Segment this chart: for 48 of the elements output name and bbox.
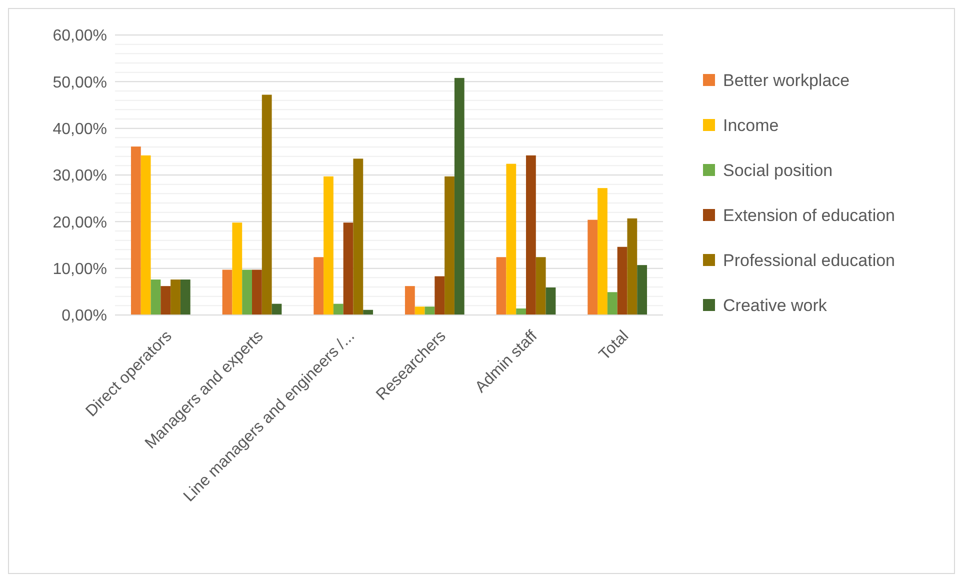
bar bbox=[404, 286, 415, 315]
bar bbox=[506, 164, 516, 315]
bar bbox=[140, 155, 151, 315]
y-tick-label: 20,00% bbox=[52, 214, 107, 232]
bar bbox=[252, 270, 262, 315]
legend-label: Social position bbox=[723, 160, 833, 180]
y-tick-label: 60,00% bbox=[52, 28, 107, 45]
legend-label: Professional education bbox=[723, 250, 896, 270]
bar bbox=[516, 308, 526, 315]
bar bbox=[333, 304, 344, 315]
bar bbox=[536, 257, 546, 315]
bar bbox=[496, 257, 506, 315]
y-tick-label: 40,00% bbox=[52, 120, 107, 138]
bar bbox=[454, 78, 464, 315]
y-tick-label: 30,00% bbox=[52, 168, 107, 185]
bar bbox=[617, 246, 628, 315]
y-tick-label: 50,00% bbox=[52, 74, 107, 92]
bar bbox=[314, 257, 324, 315]
bar bbox=[324, 176, 334, 315]
legend-label: Extension of education bbox=[723, 206, 896, 225]
y-tick-label: 0,00% bbox=[62, 308, 107, 325]
bar bbox=[444, 176, 454, 315]
legend-label: Income bbox=[723, 116, 779, 135]
bar bbox=[242, 270, 252, 315]
bar bbox=[588, 220, 598, 315]
bar bbox=[627, 218, 638, 315]
bar bbox=[232, 222, 242, 315]
bar bbox=[222, 270, 232, 315]
bar bbox=[546, 287, 556, 315]
bar bbox=[434, 276, 445, 315]
y-tick-label: 10,00% bbox=[52, 260, 107, 278]
bar bbox=[160, 286, 171, 315]
bar bbox=[526, 155, 536, 315]
bar bbox=[424, 306, 435, 315]
bar bbox=[607, 292, 618, 315]
bar bbox=[598, 188, 608, 315]
bar bbox=[272, 304, 282, 315]
bar bbox=[180, 280, 190, 315]
bar bbox=[353, 158, 364, 315]
legend-label: Creative work bbox=[723, 296, 828, 315]
bar bbox=[637, 265, 648, 315]
bar bbox=[262, 94, 272, 315]
bar bbox=[150, 280, 161, 315]
bar bbox=[414, 306, 425, 315]
bar bbox=[170, 280, 180, 315]
bar bbox=[343, 222, 354, 315]
legend-label: Better workplace bbox=[723, 70, 850, 90]
bar bbox=[130, 146, 141, 315]
